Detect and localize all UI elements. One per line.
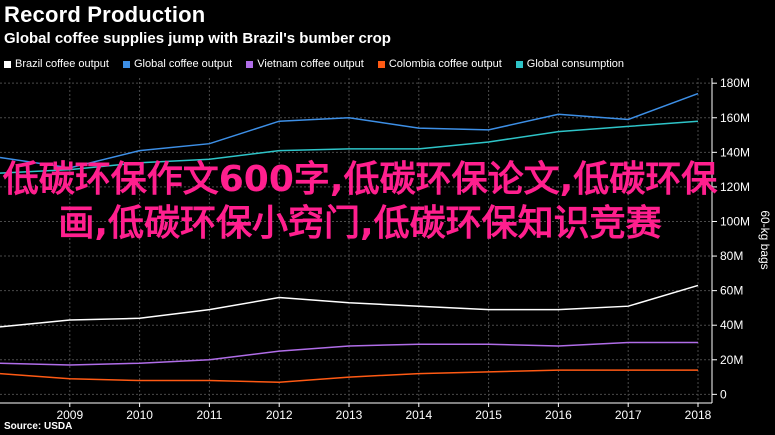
legend-item: Global consumption bbox=[515, 58, 625, 70]
y-tick-label: 20M bbox=[720, 353, 743, 367]
x-tick-label: 2016 bbox=[545, 408, 572, 422]
x-tick-label: 2011 bbox=[196, 408, 222, 422]
series-line bbox=[0, 341, 698, 366]
legend-label: Colombia coffee output bbox=[388, 58, 502, 70]
x-tick-label: 2017 bbox=[615, 408, 642, 422]
series-line bbox=[0, 369, 698, 384]
legend-swatch bbox=[122, 60, 130, 68]
chart-subtitle: Global coffee supplies jump with Brazil'… bbox=[4, 30, 391, 47]
legend-item: Colombia coffee output bbox=[377, 58, 502, 70]
y-tick-label: 180M bbox=[720, 76, 750, 90]
legend-item: Global coffee output bbox=[122, 58, 233, 70]
series-line bbox=[0, 120, 699, 174]
x-tick-label: 2014 bbox=[405, 408, 432, 422]
x-tick-label: 2018 bbox=[685, 408, 712, 422]
legend-item: Brazil coffee output bbox=[4, 58, 109, 70]
y-tick-label: 120M bbox=[720, 180, 750, 194]
y-tick-label: 0 bbox=[720, 387, 727, 401]
x-tick-label: 2013 bbox=[336, 408, 363, 422]
y-tick-label: 60M bbox=[720, 284, 743, 298]
y-tick-label: 160M bbox=[720, 111, 750, 125]
x-tick-label: 2012 bbox=[266, 408, 293, 422]
x-tick-label: 2015 bbox=[475, 408, 502, 422]
legend-swatch bbox=[4, 60, 11, 68]
y-tick-label: 100M bbox=[720, 214, 750, 228]
y-tick-label: 40M bbox=[720, 318, 743, 332]
legend-swatch bbox=[377, 60, 385, 68]
legend: Brazil coffee output Global coffee output… bbox=[4, 58, 624, 70]
y-tick-label: 140M bbox=[720, 145, 750, 159]
watermark-text: 低碳环保作文600字,低碳环保论文,低碳环保画,低碳环保小窍门,低碳环保知识竞赛 bbox=[2, 159, 718, 244]
series-line bbox=[0, 92, 699, 169]
source-note: Source: USDA bbox=[4, 421, 73, 432]
series-line bbox=[0, 284, 699, 328]
legend-swatch bbox=[515, 60, 523, 68]
x-tick-label: 2010 bbox=[126, 408, 153, 422]
legend-label: Global coffee output bbox=[133, 58, 233, 70]
legend-swatch bbox=[246, 60, 254, 68]
chart-title: Record Production bbox=[4, 2, 206, 27]
legend-label: Brazil coffee output bbox=[15, 58, 109, 70]
legend-item: Vietnam coffee output bbox=[246, 58, 364, 70]
y-tick-label: 80M bbox=[720, 249, 743, 263]
y-axis-label: 60-kg bags bbox=[758, 210, 772, 269]
legend-label: Vietnam coffee output bbox=[257, 58, 364, 70]
legend-label: Global consumption bbox=[526, 58, 625, 70]
x-tick-label: 2009 bbox=[56, 408, 83, 422]
